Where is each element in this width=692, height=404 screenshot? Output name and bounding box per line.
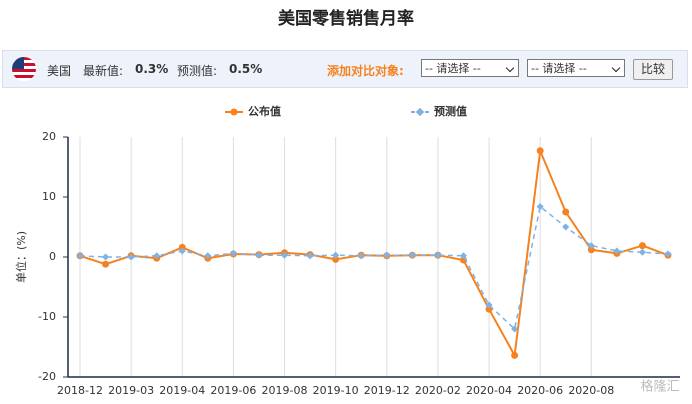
point xyxy=(178,243,186,251)
toolbar: 美国 最新值: 0.3% 预测值: 0.5% 添加对比对象: -- 请选择 --… xyxy=(2,50,688,88)
point xyxy=(255,251,263,259)
point xyxy=(613,249,621,257)
point xyxy=(511,325,519,333)
point xyxy=(306,251,314,259)
point xyxy=(459,256,467,264)
point xyxy=(229,250,237,258)
page-title: 美国零售销售月率 xyxy=(278,9,414,29)
legend-marker xyxy=(230,108,238,116)
point xyxy=(638,248,646,256)
x-tick-label: 2019-03 xyxy=(108,384,154,397)
series-line xyxy=(79,205,669,331)
point xyxy=(102,260,110,268)
watermark: 格隆汇 xyxy=(640,379,679,395)
point xyxy=(280,251,289,259)
point xyxy=(178,247,186,255)
point xyxy=(485,301,493,309)
x-tick-label: 2020-02 xyxy=(415,384,461,397)
forecast-value: 0.5% xyxy=(229,62,263,76)
point xyxy=(281,249,289,257)
select[interactable]: -- 请选择 -- xyxy=(421,59,519,77)
point xyxy=(562,208,570,216)
point xyxy=(204,252,212,260)
legend-label: 公布值 xyxy=(248,104,281,118)
point xyxy=(127,252,135,260)
x-tick-label: 2019-06 xyxy=(210,384,256,397)
country: 美国 xyxy=(47,64,72,78)
forecast-label: 预测值: xyxy=(177,64,218,78)
point xyxy=(408,251,416,259)
series-line xyxy=(79,146,669,359)
y-tick-label: 10 xyxy=(42,190,56,203)
point xyxy=(587,242,595,250)
point xyxy=(434,251,442,259)
point xyxy=(664,251,672,259)
point xyxy=(204,254,212,262)
point xyxy=(76,252,84,260)
point xyxy=(332,255,340,263)
point xyxy=(613,247,621,255)
point xyxy=(357,251,365,259)
y-tick-label: 20 xyxy=(42,130,56,143)
point xyxy=(153,252,161,260)
x-tick-label: 2019-04 xyxy=(159,384,205,397)
y-axis-label: 单位：(%) xyxy=(14,231,28,283)
x-tick-label: 2020-04 xyxy=(466,384,512,397)
compare-label: 添加对比对象: xyxy=(327,64,404,78)
point xyxy=(459,252,468,260)
point xyxy=(306,252,314,260)
select[interactable]: -- 请选择 -- xyxy=(527,59,625,77)
point xyxy=(434,251,442,259)
point xyxy=(153,254,161,262)
legend-marker xyxy=(415,107,425,117)
y-tick-label: -10 xyxy=(38,310,56,323)
point xyxy=(562,223,570,231)
point xyxy=(664,250,672,258)
x-tick-label: 2018-12 xyxy=(57,384,103,397)
x-tick-label: 2019-08 xyxy=(262,384,308,397)
point xyxy=(536,203,544,211)
x-tick-label: 2020-06 xyxy=(517,384,563,397)
point xyxy=(408,251,416,259)
y-tick-label: 0 xyxy=(49,250,56,263)
compare-button[interactable]: 比较 xyxy=(633,59,673,80)
x-tick-label: 2020-08 xyxy=(568,384,614,397)
x-tick-label: 2019-10 xyxy=(313,384,359,397)
latest-value: 0.3% xyxy=(135,62,169,76)
point xyxy=(536,147,544,155)
y-tick-label: -20 xyxy=(38,370,56,383)
flag-icon xyxy=(12,57,36,81)
point xyxy=(102,253,110,261)
x-tick-label: 2019-12 xyxy=(364,384,410,397)
point xyxy=(255,251,263,259)
point xyxy=(76,252,84,260)
legend-label: 预测值 xyxy=(434,104,467,118)
point xyxy=(485,305,493,313)
point xyxy=(511,351,519,359)
point xyxy=(332,251,340,259)
point xyxy=(383,252,391,260)
latest-label: 最新值: xyxy=(83,64,124,78)
point xyxy=(127,253,135,261)
point xyxy=(229,249,237,257)
point xyxy=(638,242,646,250)
point xyxy=(587,246,595,254)
point xyxy=(357,252,365,260)
point xyxy=(383,251,391,259)
